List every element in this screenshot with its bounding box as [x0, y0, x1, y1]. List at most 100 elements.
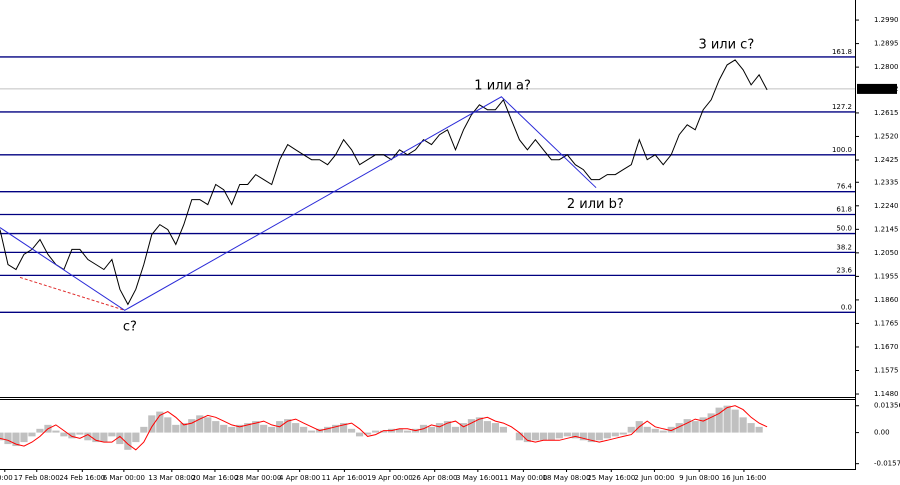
y-tick-label: 1.1955: [874, 272, 899, 280]
histogram-bar: [627, 426, 635, 433]
histogram-bar: [212, 421, 220, 433]
y-tick-label: 0.01356: [874, 402, 900, 410]
histogram-bar: [52, 430, 60, 433]
histogram-bar: [587, 432, 595, 443]
x-tick-label: 3 May 16:00: [456, 474, 500, 482]
histogram-bar: [547, 432, 555, 441]
histogram-bar: [196, 415, 204, 433]
y-tick-label: 1.2800: [874, 63, 899, 71]
wave-label: 3 или c?: [698, 38, 754, 53]
fib-label: 161.8: [832, 48, 852, 56]
histogram-bar: [228, 426, 236, 433]
histogram-bar: [739, 417, 747, 433]
histogram-bar: [595, 432, 603, 441]
wave-label: 2 или b?: [567, 197, 624, 212]
y-tick-label: -0.0157: [874, 460, 900, 468]
y-tick-label: 1.1670: [874, 343, 899, 351]
y-tick-label: 1.1575: [874, 367, 899, 375]
histogram-bar: [92, 432, 100, 443]
histogram-bar: [244, 423, 252, 433]
histogram-bar: [475, 417, 484, 433]
wave-label: c?: [123, 320, 137, 335]
histogram-bar: [563, 432, 571, 437]
histogram-bar: [124, 432, 132, 450]
histogram-bar: [28, 432, 36, 437]
histogram-bar: [156, 411, 164, 433]
x-tick-label: 0:00: [0, 474, 13, 482]
wave-line: [0, 96, 597, 311]
histogram-bar: [204, 417, 212, 433]
histogram-bar: [76, 432, 84, 435]
histogram-bar: [379, 430, 388, 433]
histogram-bar: [659, 430, 667, 433]
histogram-bar: [611, 432, 619, 437]
histogram-bar: [180, 423, 188, 433]
fib-label: 100.0: [832, 146, 852, 154]
histogram-bar: [363, 432, 372, 435]
histogram-bar: [667, 426, 675, 433]
histogram-bar: [451, 426, 460, 433]
x-tick-label: 11 May 00:00: [499, 474, 547, 482]
histogram-bar: [4, 432, 12, 445]
y-tick-label: 1.1765: [874, 319, 899, 327]
histogram-bar: [68, 432, 76, 439]
histogram-bar: [675, 423, 683, 433]
histogram-bar: [355, 432, 364, 437]
fib-label: 0.0: [841, 303, 852, 311]
histogram-bar: [443, 421, 452, 433]
histogram-bar: [100, 432, 108, 443]
x-tick-label: 19 Apr 00:00: [367, 474, 413, 482]
y-tick-label: 1.2520: [874, 132, 899, 140]
histogram-bar: [755, 426, 763, 433]
histogram-bar: [427, 426, 436, 433]
y-tick-label: 1.2895: [874, 40, 899, 48]
histogram-bar: [523, 432, 531, 443]
fib-label: 50.0: [836, 225, 852, 233]
x-tick-label: 28 Mar 00:00: [235, 474, 282, 482]
x-tick-label: 24 Feb 16:00: [59, 474, 105, 482]
histogram-bar: [515, 432, 523, 441]
x-tick-label: 6 Mar 00:00: [103, 474, 145, 482]
histogram-bar: [308, 430, 316, 433]
histogram-bar: [284, 419, 292, 433]
y-tick-label: 1.1480: [874, 390, 899, 398]
histogram-bar: [292, 423, 300, 433]
histogram-bar: [483, 421, 492, 433]
histogram-bar: [268, 426, 276, 433]
y-tick-label: 1.2240: [874, 202, 899, 210]
histogram-bar: [715, 407, 723, 433]
histogram-bar: [340, 423, 348, 433]
y-tick-label: 0.00: [874, 429, 890, 437]
x-tick-label: 9 Jun 08:00: [679, 474, 719, 482]
histogram-bar: [731, 409, 739, 433]
histogram-bar: [531, 432, 539, 441]
wave-label: 1 или a?: [474, 78, 531, 93]
x-tick-label: 17 Feb 08:00: [14, 474, 60, 482]
histogram-bar: [116, 432, 124, 445]
x-tick-label: 4 Apr 08:00: [279, 474, 320, 482]
histogram-bar: [20, 432, 28, 443]
signal-line: [0, 405, 768, 451]
histogram-bar: [395, 428, 404, 433]
projection-line: [19, 276, 125, 311]
histogram-bar: [467, 419, 476, 433]
y-tick-label: 1.1860: [874, 296, 899, 304]
fib-label: 127.2: [832, 103, 852, 111]
histogram-bar: [691, 421, 699, 433]
fib-label: 23.6: [836, 266, 852, 274]
histogram-bar: [60, 432, 68, 437]
price-line: [0, 59, 768, 306]
histogram-bar: [188, 419, 196, 433]
histogram-bar: [643, 426, 651, 433]
x-tick-label: 20 Mar 16:00: [192, 474, 239, 482]
histogram-bar: [347, 428, 356, 433]
last-price-label: 1.2712: [874, 85, 899, 93]
histogram-bar: [172, 424, 180, 433]
histogram-bar: [12, 432, 20, 447]
histogram-bar: [300, 426, 308, 433]
last-price-tag: [857, 83, 897, 94]
histogram-bar: [579, 432, 587, 441]
x-tick-label: 18 May 08:00: [543, 474, 591, 482]
